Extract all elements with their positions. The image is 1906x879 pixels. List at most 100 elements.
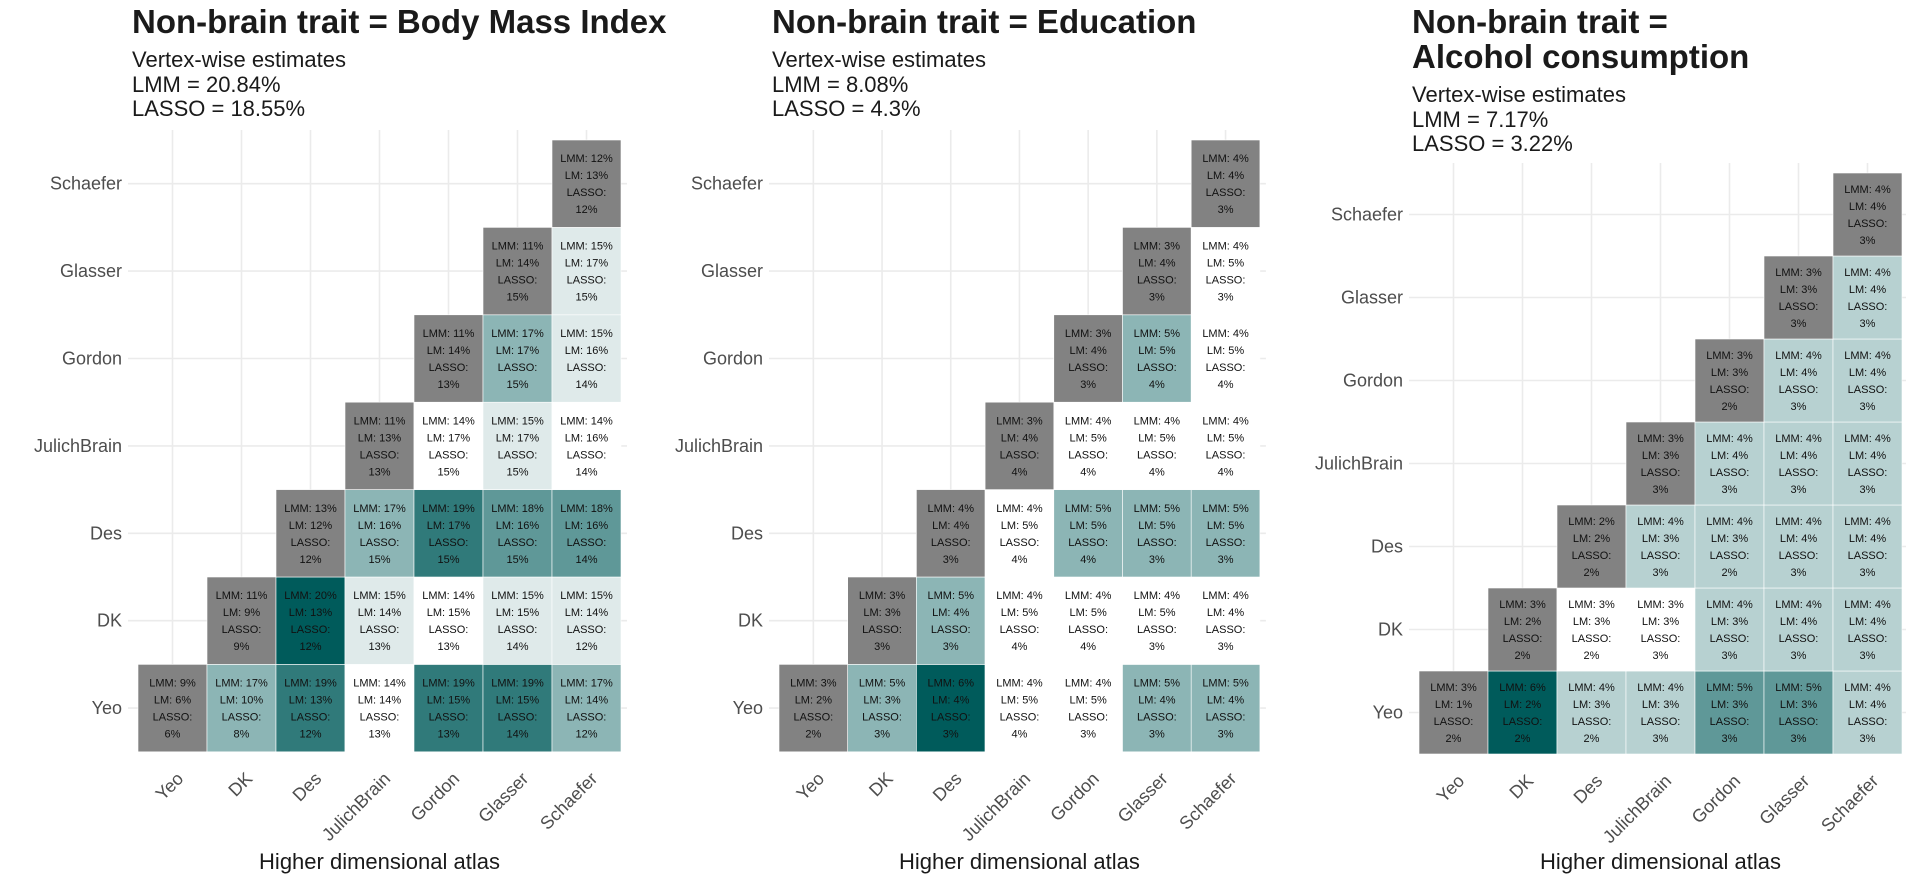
cell-label: LASSO: xyxy=(1206,275,1246,287)
cell-label: 12% xyxy=(575,204,597,216)
heatmap-cell xyxy=(275,576,346,665)
y-tick-label: Gordon xyxy=(62,349,122,369)
cell-label: 3% xyxy=(1653,484,1669,496)
x-tick-label: JulichBrain xyxy=(958,768,1034,844)
cell-label: LM: 5% xyxy=(1070,607,1108,619)
cell-label: LM: 5% xyxy=(1070,695,1108,707)
cell-label: LM: 4% xyxy=(1849,284,1887,296)
heatmap-cell xyxy=(778,664,848,753)
cell-label: LMM: 17% xyxy=(353,503,406,515)
cell-label: LM: 3% xyxy=(1642,533,1680,545)
cell-label: 4% xyxy=(1149,379,1165,391)
heatmap-cell xyxy=(1556,670,1627,755)
cell-label: LM: 4% xyxy=(1849,533,1887,545)
x-tick-label: Gordon xyxy=(407,768,464,825)
cell-label: LASSO: xyxy=(567,362,607,374)
heatmap-cell xyxy=(1832,670,1903,755)
cell-label: LMM: 14% xyxy=(353,678,406,690)
heatmap-cell xyxy=(1053,576,1123,665)
cell-label: 3% xyxy=(943,729,959,741)
cell-label: LM: 5% xyxy=(1001,695,1039,707)
y-tick-label: Glasser xyxy=(701,261,763,281)
heatmap-cell xyxy=(1694,421,1765,506)
cell-label: 3% xyxy=(1653,650,1669,662)
cell-label: 3% xyxy=(1080,729,1096,741)
cell-label: LM: 3% xyxy=(1642,699,1680,711)
cell-label: LM: 13% xyxy=(358,432,402,444)
cell-label: LM: 16% xyxy=(496,520,540,532)
cell-label: 4% xyxy=(1080,466,1096,478)
cell-label: LASSO: xyxy=(1137,362,1177,374)
cell-label: LMM: 3% xyxy=(1499,599,1546,611)
cell-label: LASSO: xyxy=(1848,633,1888,645)
heatmap-cell xyxy=(1190,576,1261,665)
cell-label: LMM: 4% xyxy=(996,678,1043,690)
cell-label: LASSO: xyxy=(1206,449,1246,461)
heatmap-cell xyxy=(847,576,917,665)
cell-label: LASSO: xyxy=(291,537,331,549)
cell-label: 14% xyxy=(575,466,597,478)
cell-label: LM: 5% xyxy=(1207,258,1245,270)
cell-label: LMM: 15% xyxy=(560,241,613,253)
cell-label: LM: 9% xyxy=(223,607,261,619)
heatmap-cell xyxy=(1556,587,1627,672)
cell-label: LM: 3% xyxy=(1711,616,1749,628)
cell-label: LASSO: xyxy=(429,449,469,461)
cell-label: LM: 3% xyxy=(1711,367,1749,379)
cell-label: LM: 5% xyxy=(1070,432,1108,444)
cell-label: LASSO: xyxy=(1572,633,1612,645)
cell-label: LM: 1% xyxy=(1435,699,1473,711)
cell-label: 3% xyxy=(1653,567,1669,579)
cell-label: LM: 3% xyxy=(863,607,901,619)
cell-label: 4% xyxy=(1149,466,1165,478)
x-tick-label: DK xyxy=(1505,771,1537,803)
chart-subtitle-line: LMM = 7.17% xyxy=(1412,107,1548,132)
cell-label: LASSO: xyxy=(1137,449,1177,461)
cell-label: LMM: 3% xyxy=(790,678,837,690)
cell-label: LMM: 4% xyxy=(1568,682,1615,694)
cell-label: LMM: 17% xyxy=(215,678,268,690)
cell-label: LASSO: xyxy=(567,187,607,199)
y-tick-label: Glasser xyxy=(1341,288,1403,308)
cell-label: LMM: 12% xyxy=(560,153,613,165)
cell-label: LM: 5% xyxy=(1001,607,1039,619)
heatmap-cell xyxy=(1122,664,1192,753)
heatmap-cell xyxy=(551,664,622,753)
cell-label: LASSO: xyxy=(1206,362,1246,374)
heatmap-cell xyxy=(1190,227,1261,316)
cell-label: 13% xyxy=(437,641,459,653)
cell-label: LM: 5% xyxy=(1001,520,1039,532)
cell-label: LMM: 4% xyxy=(1775,599,1822,611)
cell-label: LM: 3% xyxy=(1711,533,1749,545)
cell-label: LASSO: xyxy=(1068,362,1108,374)
cell-label: 3% xyxy=(1860,401,1876,413)
cell-label: LASSO: xyxy=(291,712,331,724)
heatmap-cell xyxy=(551,314,622,403)
cell-label: LM: 2% xyxy=(1504,616,1542,628)
cell-label: 14% xyxy=(575,379,597,391)
cell-label: LMM: 3% xyxy=(1637,599,1684,611)
x-tick-label: Schaefer xyxy=(1175,768,1240,833)
heatmap-cell xyxy=(984,401,1055,490)
cell-label: LM: 14% xyxy=(358,607,402,619)
chart-panel-3: Non-brain trait = Alcohol consumption Vert… xyxy=(1315,3,1906,874)
cell-label: LMM: 5% xyxy=(1134,328,1181,340)
cell-label: LMM: 4% xyxy=(1775,433,1822,445)
cell-label: 3% xyxy=(1791,401,1807,413)
cell-label: LM: 4% xyxy=(1849,616,1887,628)
cell-label: LM: 3% xyxy=(1573,699,1611,711)
cell-label: 3% xyxy=(874,641,890,653)
cell-label: LASSO: xyxy=(429,624,469,636)
cell-label: LM: 17% xyxy=(565,258,609,270)
cell-label: 13% xyxy=(368,641,390,653)
cell-label: LMM: 11% xyxy=(216,590,268,602)
cell-label: LASSO: xyxy=(1641,467,1681,479)
y-tick-label: Des xyxy=(731,523,763,543)
cell-label: 2% xyxy=(805,729,821,741)
cell-label: LM: 3% xyxy=(1642,450,1680,462)
cell-label: LM: 4% xyxy=(1780,616,1818,628)
x-tick-label: DK xyxy=(224,768,256,800)
heatmap-cell xyxy=(1625,587,1696,672)
cell-label: LMM: 4% xyxy=(1844,516,1891,528)
cell-label: LASSO: xyxy=(498,362,538,374)
